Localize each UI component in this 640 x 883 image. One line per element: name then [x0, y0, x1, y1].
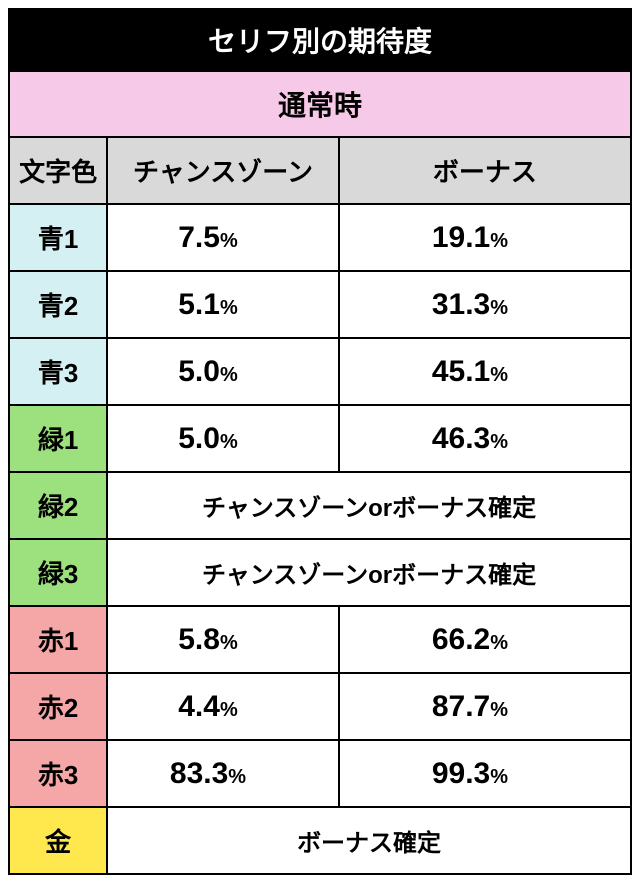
pct-symbol: %	[220, 431, 238, 453]
table-row: 緑2 チャンスゾーンorボーナス確定	[9, 472, 631, 539]
table-row: 青2 5.1% 31.3%	[9, 271, 631, 338]
title-row: セリフ別の期待度	[9, 9, 631, 71]
subtitle-row: 通常時	[9, 71, 631, 137]
value-text: 7.5	[178, 221, 220, 254]
chance-value: 5.0%	[107, 338, 339, 405]
merged-text: チャンスゾーンorボーナス確定	[107, 539, 631, 606]
chance-value: 7.5%	[107, 204, 339, 271]
value-text: 19.1	[432, 221, 490, 254]
chance-value: 83.3%	[107, 740, 339, 807]
bonus-value: 31.3%	[339, 271, 631, 338]
value-text: 45.1	[432, 355, 490, 388]
table-row: 赤1 5.8% 66.2%	[9, 606, 631, 673]
pct-symbol: %	[490, 632, 508, 654]
value-text: 5.0	[178, 355, 220, 388]
header-col3: ボーナス	[339, 137, 631, 204]
row-label-green3: 緑3	[9, 539, 107, 606]
bonus-value: 45.1%	[339, 338, 631, 405]
bonus-value: 99.3%	[339, 740, 631, 807]
merged-text: ボーナス確定	[107, 807, 631, 874]
header-row: 文字色 チャンスゾーン ボーナス	[9, 137, 631, 204]
pct-symbol: %	[490, 699, 508, 721]
chance-value: 5.8%	[107, 606, 339, 673]
value-text: 4.4	[178, 690, 220, 723]
value-text: 66.2	[432, 623, 490, 656]
pct-symbol: %	[220, 364, 238, 386]
row-label-blue3: 青3	[9, 338, 107, 405]
bonus-value: 19.1%	[339, 204, 631, 271]
value-text: 83.3	[170, 757, 228, 790]
pct-symbol: %	[220, 230, 238, 252]
bonus-value: 46.3%	[339, 405, 631, 472]
pct-symbol: %	[490, 431, 508, 453]
pct-symbol: %	[490, 766, 508, 788]
pct-symbol: %	[490, 297, 508, 319]
table-row: 赤2 4.4% 87.7%	[9, 673, 631, 740]
table-subtitle: 通常時	[9, 71, 631, 137]
bonus-value: 87.7%	[339, 673, 631, 740]
bonus-value: 66.2%	[339, 606, 631, 673]
row-label-green2: 緑2	[9, 472, 107, 539]
table-row: 金 ボーナス確定	[9, 807, 631, 874]
row-label-blue2: 青2	[9, 271, 107, 338]
value-text: 5.0	[178, 422, 220, 455]
value-text: 5.1	[178, 288, 220, 321]
expectation-table: セリフ別の期待度 通常時 文字色 チャンスゾーン ボーナス 青1 7.5% 19…	[8, 8, 632, 875]
value-text: 99.3	[432, 757, 490, 790]
pct-symbol: %	[220, 699, 238, 721]
value-text: 31.3	[432, 288, 490, 321]
row-label-blue1: 青1	[9, 204, 107, 271]
row-label-gold: 金	[9, 807, 107, 874]
table-row: 青3 5.0% 45.1%	[9, 338, 631, 405]
table-row: 緑1 5.0% 46.3%	[9, 405, 631, 472]
pct-symbol: %	[228, 766, 246, 788]
table-title: セリフ別の期待度	[9, 9, 631, 71]
pct-symbol: %	[220, 632, 238, 654]
chance-value: 5.1%	[107, 271, 339, 338]
value-text: 87.7	[432, 690, 490, 723]
value-text: 5.8	[178, 623, 220, 656]
value-text: 46.3	[432, 422, 490, 455]
chance-value: 4.4%	[107, 673, 339, 740]
merged-text: チャンスゾーンorボーナス確定	[107, 472, 631, 539]
table-row: 赤3 83.3% 99.3%	[9, 740, 631, 807]
header-col1: 文字色	[9, 137, 107, 204]
row-label-red2: 赤2	[9, 673, 107, 740]
table-row: 緑3 チャンスゾーンorボーナス確定	[9, 539, 631, 606]
table-row: 青1 7.5% 19.1%	[9, 204, 631, 271]
pct-symbol: %	[220, 297, 238, 319]
pct-symbol: %	[490, 230, 508, 252]
header-col2: チャンスゾーン	[107, 137, 339, 204]
row-label-green1: 緑1	[9, 405, 107, 472]
row-label-red1: 赤1	[9, 606, 107, 673]
chance-value: 5.0%	[107, 405, 339, 472]
row-label-red3: 赤3	[9, 740, 107, 807]
pct-symbol: %	[490, 364, 508, 386]
